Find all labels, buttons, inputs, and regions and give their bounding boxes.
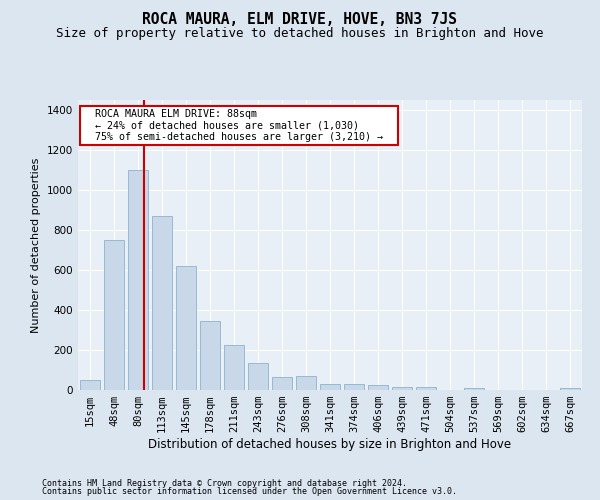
Bar [272, 377, 292, 390]
Bar [176, 266, 196, 390]
Bar [416, 387, 436, 390]
Bar [128, 170, 148, 390]
Text: Contains HM Land Registry data © Crown copyright and database right 2024.: Contains HM Land Registry data © Crown c… [42, 478, 407, 488]
Y-axis label: Number of detached properties: Number of detached properties [31, 158, 41, 332]
Bar [152, 216, 172, 390]
Bar [368, 385, 388, 390]
Bar [104, 240, 124, 390]
X-axis label: Distribution of detached houses by size in Brighton and Hove: Distribution of detached houses by size … [148, 438, 512, 451]
Bar [464, 388, 484, 390]
Text: ROCA MAURA, ELM DRIVE, HOVE, BN3 7JS: ROCA MAURA, ELM DRIVE, HOVE, BN3 7JS [143, 12, 458, 28]
Text: ROCA MAURA ELM DRIVE: 88sqm
  ← 24% of detached houses are smaller (1,030)
  75%: ROCA MAURA ELM DRIVE: 88sqm ← 24% of det… [83, 108, 395, 142]
Text: Size of property relative to detached houses in Brighton and Hove: Size of property relative to detached ho… [56, 28, 544, 40]
Bar [200, 321, 220, 390]
Bar [392, 387, 412, 390]
Bar [320, 384, 340, 390]
Bar [224, 345, 244, 390]
Bar [248, 363, 268, 390]
Bar [560, 388, 580, 390]
Bar [344, 384, 364, 390]
Text: Contains public sector information licensed under the Open Government Licence v3: Contains public sector information licen… [42, 487, 457, 496]
Bar [296, 376, 316, 390]
Bar [80, 380, 100, 390]
